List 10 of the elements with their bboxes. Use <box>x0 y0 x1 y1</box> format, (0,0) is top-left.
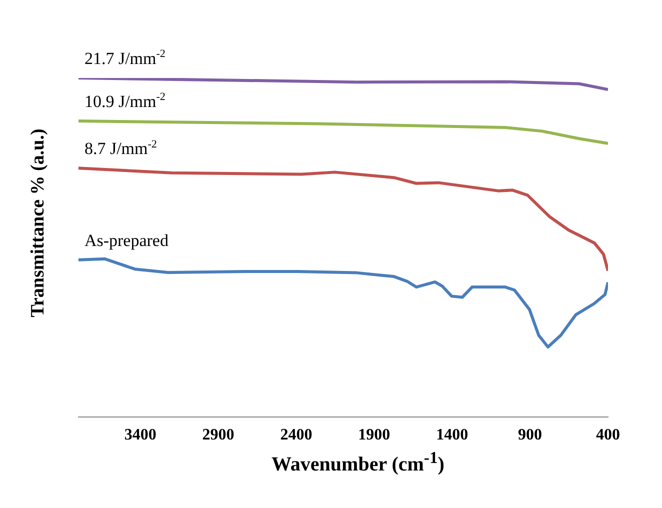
x-axis-title: Wavenumber (cm$^{-1}$) <box>270 448 446 477</box>
x-tick-label: 2900 <box>202 426 234 444</box>
x-tick-label: 1400 <box>436 426 468 444</box>
series-label: As-prepared <box>84 230 169 250</box>
x-tick-label: 400 <box>596 426 620 444</box>
y-axis-title: Transmittance % (a.u.) <box>27 128 49 318</box>
x-tick-label: 900 <box>518 426 542 444</box>
x-tick-label: 2400 <box>280 426 312 444</box>
x-tick-label: 3400 <box>124 426 156 444</box>
x-tick-label: 1900 <box>358 426 390 444</box>
